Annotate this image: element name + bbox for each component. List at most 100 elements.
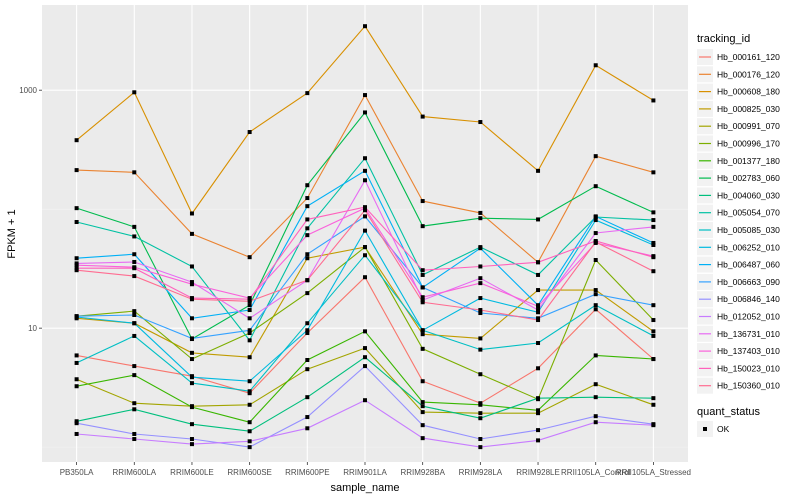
data-point [247, 402, 252, 407]
data-point [363, 355, 367, 360]
data-point [420, 400, 425, 405]
data-point [189, 437, 194, 442]
data-point [363, 156, 367, 161]
data-point [478, 402, 483, 407]
data-point [420, 423, 425, 428]
legend-label: Hb_150360_010 [717, 381, 780, 391]
legend-label: Hb_136731_010 [717, 329, 780, 339]
legend-label: Hb_000176_120 [717, 69, 780, 79]
data-point [536, 272, 541, 277]
data-point [593, 382, 598, 387]
data-point [74, 256, 79, 261]
data-point [74, 431, 79, 436]
data-point [420, 298, 425, 303]
data-point [651, 170, 656, 175]
data-point [593, 292, 598, 297]
data-point [305, 328, 310, 333]
legend-label: Hb_137403_010 [717, 346, 780, 356]
data-point [363, 228, 367, 233]
data-point [651, 98, 656, 103]
data-point [247, 297, 252, 302]
legend-label: Hb_000991_070 [717, 121, 780, 131]
data-point [593, 307, 598, 312]
legend-label: Hb_006663_090 [717, 277, 780, 287]
x-tick-label: RRIM600SE [227, 468, 271, 477]
x-axis-title: sample_name [330, 482, 399, 494]
data-point [305, 367, 310, 372]
data-point [363, 253, 367, 258]
data-point [651, 357, 656, 362]
data-point [651, 423, 656, 428]
data-point [132, 309, 137, 314]
data-point [536, 428, 541, 433]
data-point [363, 178, 367, 183]
data-point [189, 231, 194, 236]
data-point [132, 401, 137, 406]
data-point [189, 316, 194, 321]
data-point [651, 218, 656, 223]
data-point [536, 260, 541, 265]
data-point [478, 347, 483, 352]
data-point [651, 303, 656, 308]
legend-label: Hb_000608_180 [717, 87, 780, 97]
legend-label: Hb_012052_010 [717, 312, 780, 322]
data-point [363, 208, 367, 213]
point-square-icon [703, 427, 707, 431]
x-tick-label: RRIM928LA [459, 468, 503, 477]
data-point [478, 264, 483, 269]
data-point [593, 231, 598, 236]
y-axis-title: FPKM + 1 [6, 209, 18, 258]
x-tick-label: PB350LA [60, 468, 94, 477]
data-point [247, 331, 252, 336]
data-point [593, 303, 598, 308]
data-point [593, 239, 598, 244]
legend-label: Hb_000996_170 [717, 139, 780, 149]
data-point [536, 318, 541, 323]
x-tick-label: RRIM928BA [400, 468, 445, 477]
data-point [132, 266, 137, 271]
data-point [651, 224, 656, 229]
data-point [247, 316, 252, 321]
data-point [478, 311, 483, 316]
data-point [651, 255, 656, 260]
data-point [420, 436, 425, 441]
data-point [363, 329, 367, 334]
legend-label: Hb_006487_060 [717, 260, 780, 270]
data-point [247, 420, 252, 425]
data-point [189, 282, 194, 287]
data-point [420, 295, 425, 300]
data-point [536, 168, 541, 173]
data-point [247, 429, 252, 434]
data-point [305, 426, 310, 431]
data-point [74, 360, 79, 365]
x-tick-label: RRIM928LE [516, 468, 560, 477]
data-points [74, 24, 656, 450]
data-point [132, 90, 137, 95]
data-point [420, 114, 425, 119]
data-point [420, 272, 425, 277]
data-point [132, 333, 137, 338]
x-tick-label: RRII105LA_Stressed [616, 468, 691, 477]
data-point [305, 217, 310, 222]
data-point [247, 355, 252, 360]
data-point [247, 389, 252, 394]
shape-legend-label: OK [717, 424, 730, 434]
data-point [363, 24, 367, 29]
data-point [305, 252, 310, 257]
data-point [478, 120, 483, 125]
data-point [363, 245, 367, 250]
data-point [247, 445, 252, 450]
x-tick-label: RRIM600LE [170, 468, 214, 477]
data-point [189, 297, 194, 302]
data-point [74, 168, 79, 173]
data-point [420, 328, 425, 333]
data-point [189, 336, 194, 341]
data-point [247, 328, 252, 333]
data-point [593, 257, 598, 262]
data-point [74, 421, 79, 426]
legend-label: Hb_006252_010 [717, 242, 780, 252]
data-point [536, 304, 541, 309]
data-point [478, 276, 483, 281]
data-point [74, 206, 79, 211]
data-point [536, 411, 541, 416]
